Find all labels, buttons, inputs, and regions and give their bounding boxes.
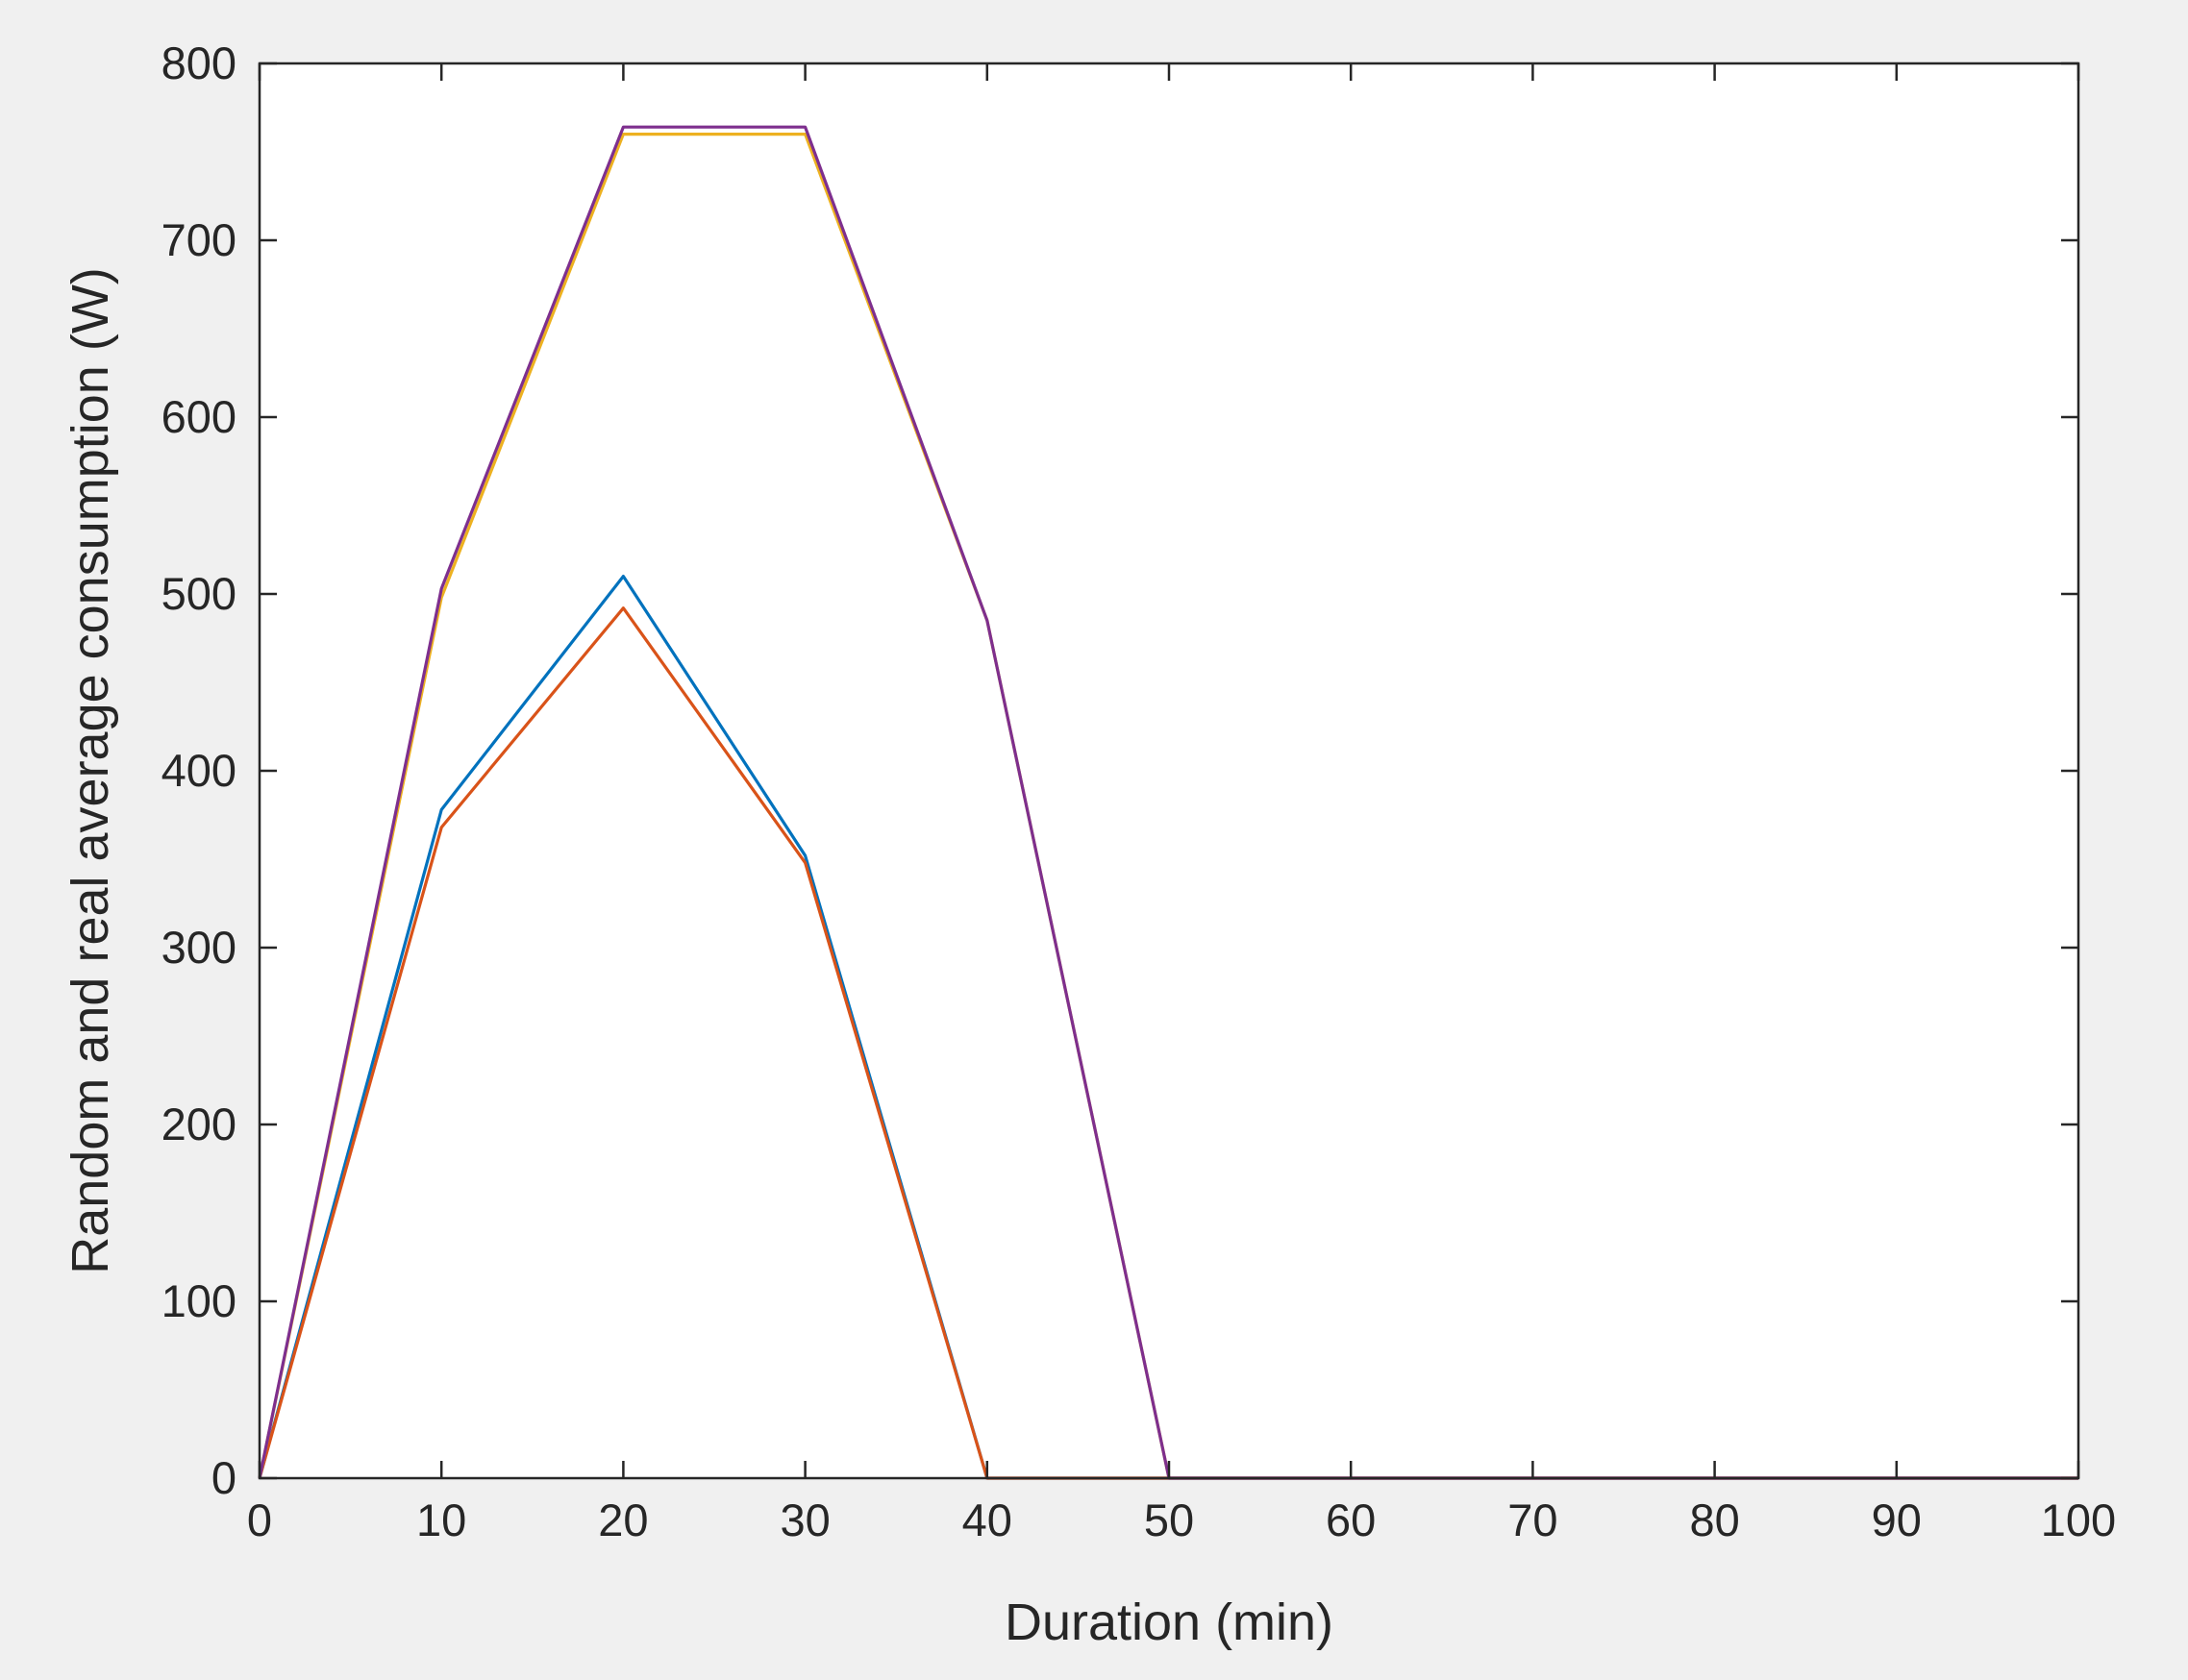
x-tick-label: 90 — [1872, 1495, 1922, 1545]
y-tick-label: 600 — [162, 391, 236, 442]
y-axis-title: Random and real average consumption (W) — [62, 267, 119, 1274]
x-tick-label: 80 — [1689, 1495, 1739, 1545]
axes-frame — [258, 62, 2080, 1480]
tick-labels: 0 10 20 30 40 50 60 70 80 90 100 0 100 200 300 400 500 60… — [162, 37, 2117, 1545]
y-tick-label: 800 — [162, 37, 236, 88]
x-tick-label: 60 — [1326, 1495, 1376, 1545]
y-tick-label: 400 — [162, 745, 236, 796]
x-tick-label: 40 — [962, 1495, 1012, 1545]
y-tick-label: 200 — [162, 1099, 236, 1149]
y-tick-label: 700 — [162, 214, 236, 265]
x-tick-label: 100 — [2041, 1495, 2116, 1545]
x-tick-label: 10 — [416, 1495, 466, 1545]
x-tick-label: 20 — [598, 1495, 648, 1545]
x-tick-label: 70 — [1507, 1495, 1557, 1545]
y-tick-label: 0 — [211, 1452, 236, 1503]
y-tick-label: 500 — [162, 568, 236, 619]
x-tick-label: 0 — [247, 1495, 272, 1545]
x-tick-label: 30 — [780, 1495, 830, 1545]
x-axis-title: Duration (min) — [1005, 1594, 1333, 1651]
x-tick-label: 50 — [1144, 1495, 1194, 1545]
y-tick-label: 300 — [162, 922, 236, 973]
y-tick-label: 100 — [162, 1275, 236, 1326]
plot-area — [260, 63, 2078, 1478]
